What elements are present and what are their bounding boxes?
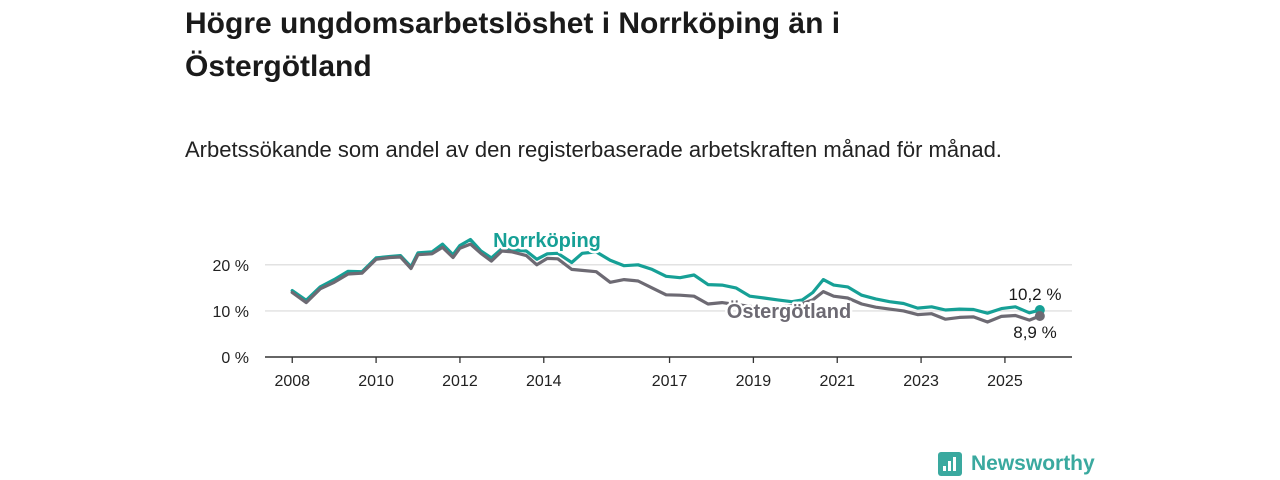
x-tick-label: 2023 — [903, 373, 939, 390]
x-tick-label: 2010 — [358, 373, 394, 390]
y-tick-label: 20 % — [213, 258, 249, 275]
chart-subtitle: Arbetssökande som andel av den registerb… — [185, 137, 1002, 162]
series-labels: Norrköping Östergötland 10,2 % 8,9 % — [491, 228, 1064, 345]
brand-name: Newsworthy — [971, 452, 1095, 475]
x-axis: 2008 2010 2012 2014 2017 2019 2021 2023 2025 — [265, 356, 1072, 390]
line-chart: 0 % 10 % 20 % 2008 2010 2012 2014 2017 2019 2021… — [212, 228, 1072, 390]
newsworthy-brand: Newsworthy — [938, 448, 1095, 480]
chart-title: Högre ungdomsarbetslöshet i Norrköping ä… — [185, 7, 841, 83]
series-lines — [290, 237, 1045, 324]
x-tick-label: 2012 — [442, 373, 478, 390]
series-name-label: Norrköping — [493, 230, 601, 252]
x-tick-label: 2008 — [274, 373, 310, 390]
newsworthy-logo-icon — [938, 452, 962, 476]
x-tick-label: 2025 — [987, 373, 1023, 390]
series-line-ostergotland — [290, 242, 1042, 324]
y-tick-label: 10 % — [213, 304, 249, 321]
y-tick-label: 0 % — [221, 350, 249, 367]
end-value-label: 8,9 % — [1013, 323, 1056, 342]
series-line-norrkoping — [290, 237, 1042, 315]
end-value-label: 10,2 % — [1009, 285, 1062, 304]
x-tick-label: 2019 — [736, 373, 772, 390]
x-tick-label: 2021 — [819, 373, 855, 390]
gridlines — [265, 264, 1072, 312]
series-name-label: Östergötland — [727, 300, 851, 323]
x-tick-label: 2014 — [526, 373, 562, 390]
series-end-marker — [1034, 310, 1045, 321]
y-axis: 0 % 10 % 20 % — [213, 258, 249, 367]
x-tick-label: 2017 — [652, 373, 688, 390]
